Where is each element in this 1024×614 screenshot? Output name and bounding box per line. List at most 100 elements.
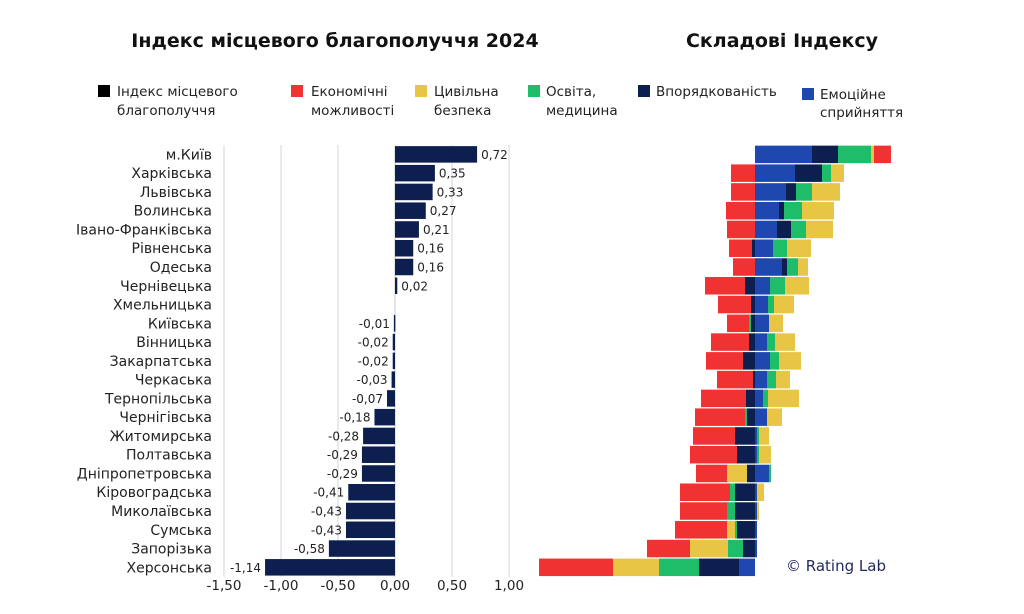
index-value-label: -0,02 (358, 354, 389, 368)
component-segment-order (777, 220, 791, 239)
component-segment-safety (812, 183, 840, 201)
index-value-label: 0,72 (481, 148, 508, 162)
component-segment-education (787, 258, 798, 276)
component-segment-safety (757, 483, 764, 501)
component-segment-order (751, 314, 755, 333)
component-segment-emotion (755, 502, 757, 520)
legend-swatch-education (528, 85, 540, 97)
index-bar (395, 146, 478, 163)
component-segment-economic (706, 352, 743, 370)
index-bar (391, 371, 395, 388)
index-bar (395, 164, 435, 182)
component-segment-economic (717, 370, 753, 389)
legend-swatch-index (98, 85, 110, 97)
credit: © Rating Lab (786, 557, 886, 575)
component-segment-safety (767, 408, 782, 426)
component-segment-emotion (755, 145, 812, 164)
component-segment-economic (874, 145, 891, 164)
index-value-label: -0,02 (358, 336, 389, 350)
region-label: Чернігівська (119, 410, 212, 426)
component-segment-education (768, 295, 774, 314)
region-label: Волинська (134, 204, 212, 220)
component-segment-safety (776, 370, 790, 389)
component-segment-education (730, 483, 735, 501)
region-label: Рівненська (132, 241, 213, 257)
region-label: Миколаївська (111, 504, 212, 520)
index-bar (395, 258, 414, 276)
component-segment-economic (731, 183, 755, 201)
component-segment-safety (798, 258, 808, 276)
component-segment-economic (729, 239, 752, 257)
index-bar (348, 483, 395, 501)
index-bar (392, 333, 395, 351)
region-label: м.Київ (166, 147, 212, 163)
index-bar (395, 221, 419, 238)
component-segment-economic (647, 539, 690, 558)
component-segment-education (749, 314, 751, 333)
component-segment-order (735, 427, 755, 445)
index-bar (361, 465, 395, 482)
component-segment-safety (806, 220, 833, 239)
component-segment-order (795, 164, 822, 182)
component-segment-education (763, 389, 768, 408)
region-label: Вінницька (136, 335, 212, 351)
legend-label-index-1: Індекс місцевого (117, 84, 238, 100)
index-bar (387, 390, 395, 407)
right-chart-title: Складові Індексу (686, 30, 879, 52)
region-label: Чернівецька (120, 279, 212, 295)
component-segment-economic (731, 164, 755, 182)
index-bar (345, 521, 395, 539)
legend: Індекс місцевого благополуччя Економічні… (98, 84, 903, 121)
component-segment-emotion (755, 483, 757, 501)
x-tick-label: -0,50 (321, 578, 356, 594)
legend-label-emotion-2: сприйняття (820, 105, 903, 121)
component-segment-education (727, 502, 735, 520)
index-value-label: -0,58 (294, 542, 325, 556)
component-segment-education (770, 277, 785, 295)
component-segment-economic (727, 314, 749, 333)
index-bar (395, 202, 426, 219)
region-label: Івано-Франківська (76, 222, 212, 238)
component-segment-order (753, 370, 755, 389)
component-segment-emotion (755, 295, 768, 314)
component-segment-education (791, 220, 806, 239)
component-segment-safety (774, 295, 794, 314)
component-segment-emotion (755, 539, 757, 558)
x-tick-label: 0,50 (437, 578, 467, 594)
component-segment-emotion (755, 464, 769, 483)
region-label: Житомирська (110, 429, 212, 445)
legend-label-economic-1: Економічні (311, 84, 388, 100)
component-segment-safety (613, 558, 659, 577)
component-segment-safety (802, 201, 834, 220)
index-value-label: 0,16 (417, 242, 444, 256)
index-value-label: -0,01 (359, 317, 390, 331)
component-segment-economic (718, 295, 751, 314)
legend-label-economic-2: можливості (311, 103, 394, 119)
component-segment-education (770, 352, 779, 370)
index-value-label: -0,28 (328, 429, 359, 443)
legend-swatch-safety (415, 85, 427, 97)
index-value-label: 0,21 (423, 223, 450, 237)
index-bar (392, 352, 395, 370)
component-segment-order (786, 183, 796, 201)
component-segment-emotion (755, 183, 786, 201)
component-segment-order (735, 502, 755, 520)
region-label: Закарпатська (110, 354, 212, 370)
legend-label-safety-1: Цивільна (434, 84, 499, 100)
component-segment-order (749, 333, 755, 351)
component-segment-economic (690, 445, 737, 464)
region-label: Харківська (131, 166, 212, 182)
components-stacked-chart (539, 145, 891, 577)
component-segment-economic (726, 201, 755, 220)
legend-label-safety-2: безпека (434, 103, 491, 119)
component-segment-education (822, 164, 831, 182)
component-segment-safety (831, 164, 844, 182)
component-segment-emotion (755, 277, 770, 295)
component-segment-order (735, 483, 755, 501)
index-value-label: 0,35 (439, 167, 466, 181)
legend-label-index-2: благополуччя (117, 103, 215, 119)
index-bar (345, 502, 395, 520)
region-label: Сумська (150, 523, 212, 539)
component-segment-order (743, 352, 755, 370)
component-segment-order (746, 389, 755, 408)
